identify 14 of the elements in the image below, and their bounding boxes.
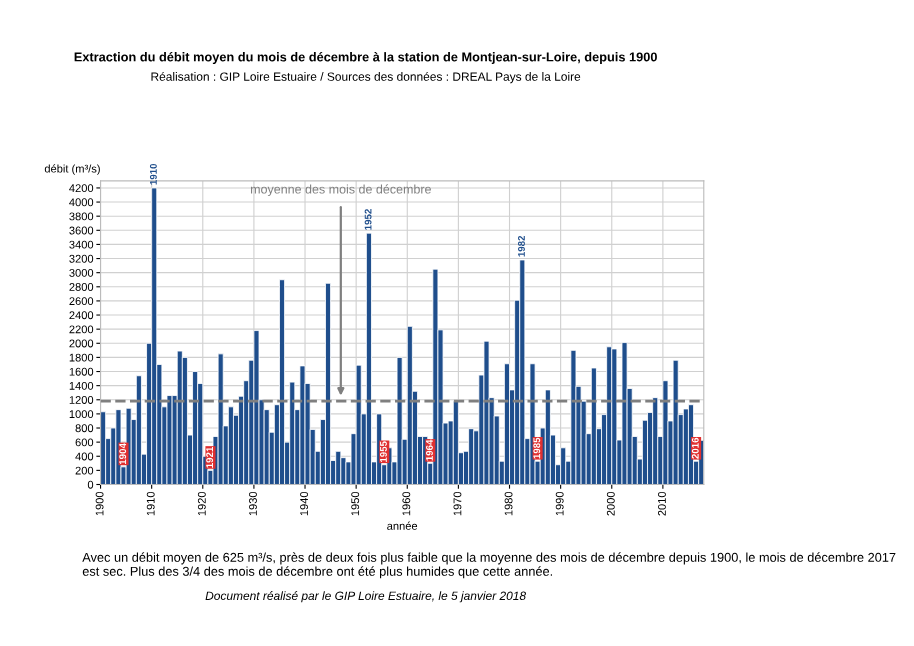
bar [560,447,567,485]
bar [217,353,224,485]
bar [452,400,459,485]
bar [406,325,413,485]
bar [135,375,142,485]
bar [151,187,158,485]
bar [181,356,188,485]
bar [325,282,332,485]
bar [365,232,372,485]
bar [253,330,260,485]
bar [279,279,285,485]
bar [570,349,577,485]
bar [483,340,490,485]
bar [590,367,597,485]
